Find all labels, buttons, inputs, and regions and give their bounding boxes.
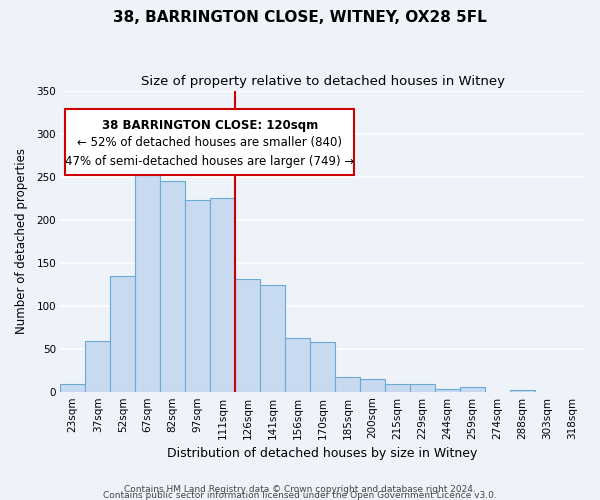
FancyBboxPatch shape [65,108,354,175]
Bar [360,378,385,392]
Bar [235,278,260,392]
Title: Size of property relative to detached houses in Witney: Size of property relative to detached ho… [140,75,505,88]
Bar [410,384,435,392]
Text: 38, BARRINGTON CLOSE, WITNEY, OX28 5FL: 38, BARRINGTON CLOSE, WITNEY, OX28 5FL [113,10,487,25]
Text: 47% of semi-detached houses are larger (749) →: 47% of semi-detached houses are larger (… [65,156,355,168]
Bar [160,181,185,392]
Text: ← 52% of detached houses are smaller (840): ← 52% of detached houses are smaller (84… [77,136,343,149]
Bar [435,389,460,392]
Text: Contains public sector information licensed under the Open Government Licence v3: Contains public sector information licen… [103,490,497,500]
Bar [385,384,410,392]
Bar [110,276,135,392]
Bar [335,377,360,392]
Bar [285,338,310,392]
Y-axis label: Number of detached properties: Number of detached properties [15,148,28,334]
Bar [210,198,235,392]
Text: Contains HM Land Registry data © Crown copyright and database right 2024.: Contains HM Land Registry data © Crown c… [124,485,476,494]
Bar [85,340,110,392]
Text: 38 BARRINGTON CLOSE: 120sqm: 38 BARRINGTON CLOSE: 120sqm [101,119,318,132]
Bar [135,152,160,392]
X-axis label: Distribution of detached houses by size in Witney: Distribution of detached houses by size … [167,447,478,460]
Bar [260,284,285,393]
Bar [460,387,485,392]
Bar [510,390,535,392]
Bar [310,342,335,392]
Bar [185,200,210,392]
Bar [60,384,85,392]
